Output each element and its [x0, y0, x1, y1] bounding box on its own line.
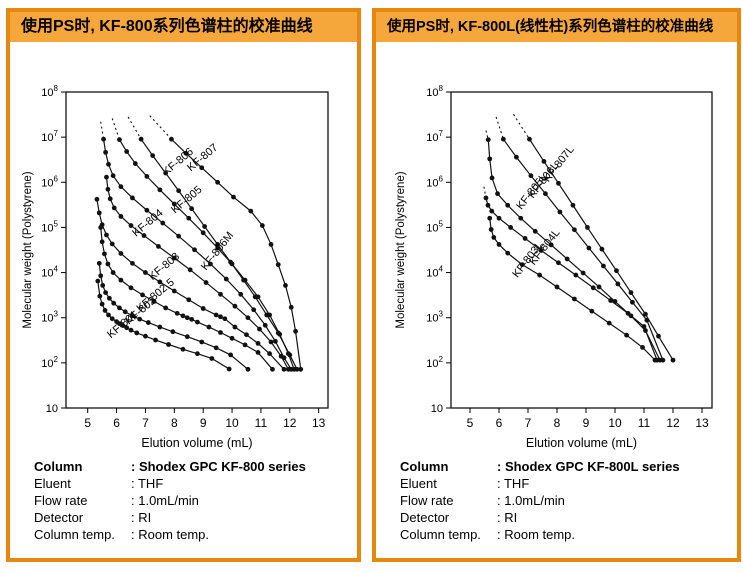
svg-text:7: 7: [525, 416, 532, 430]
svg-text:10: 10: [431, 403, 443, 415]
condition-label: Flow rate: [400, 493, 454, 508]
svg-text:8: 8: [554, 416, 561, 430]
svg-text:103: 103: [426, 310, 443, 325]
condition-label: Flow rate: [34, 493, 88, 508]
conditions-table-kf800: Column : Shodex GPC KF-800 series Eluent:…: [34, 458, 357, 543]
svg-text:106: 106: [426, 174, 443, 189]
svg-text:12: 12: [283, 416, 297, 430]
svg-text:KF-801: KF-801: [105, 309, 140, 341]
svg-text:105: 105: [426, 219, 443, 234]
condition-row: Flow rate : 1.0mL/min: [34, 492, 357, 509]
svg-text:KF-803: KF-803: [147, 251, 182, 283]
svg-text:10: 10: [608, 416, 622, 430]
svg-text:11: 11: [255, 416, 268, 430]
condition-label: Column: [400, 459, 449, 474]
svg-text:5: 5: [467, 416, 474, 430]
condition-label: Column: [34, 459, 83, 474]
panel-kf800: 使用PS时, KF-800系列色谱柱的校准曲线 10 102 103 104 105 10…: [6, 8, 361, 562]
condition-row: Flow rate : 1.0mL/min: [400, 492, 737, 509]
condition-label: Eluent: [400, 476, 437, 491]
svg-text:107: 107: [426, 129, 443, 144]
svg-text:107: 107: [41, 129, 58, 144]
condition-row: Column temp. : Room temp.: [34, 526, 357, 543]
svg-text:KF-805: KF-805: [169, 184, 204, 216]
svg-text:Molecular weight (Polystyrene): Molecular weight (Polystyrene): [395, 171, 407, 328]
panel-title-kf800l: 使用PS时, KF-800L(线性柱)系列色谱柱的校准曲线: [376, 12, 737, 42]
svg-text:105: 105: [41, 219, 58, 234]
condition-row: Column : Shodex GPC KF-800 series: [34, 458, 357, 475]
svg-text:10: 10: [46, 403, 58, 415]
condition-row: Column temp. : Room temp.: [400, 526, 737, 543]
svg-text:5: 5: [84, 416, 91, 430]
condition-value: : THF: [131, 476, 164, 491]
svg-text:KF-806M: KF-806M: [199, 230, 236, 273]
condition-row: Column : Shodex GPC KF-800L series: [400, 458, 737, 475]
svg-text:102: 102: [426, 355, 443, 370]
svg-text:102: 102: [41, 355, 58, 370]
svg-text:13: 13: [312, 416, 326, 430]
svg-text:104: 104: [41, 265, 58, 280]
svg-text:8: 8: [171, 416, 178, 430]
svg-text:Elution volume (mL): Elution volume (mL): [526, 436, 637, 450]
svg-text:106: 106: [41, 174, 58, 189]
condition-value: : RI: [131, 510, 152, 525]
condition-row: Detector : RI: [34, 509, 357, 526]
svg-text:11: 11: [638, 416, 651, 430]
condition-value: : Shodex GPC KF-800L series: [497, 459, 680, 474]
condition-label: Detector: [400, 510, 450, 525]
svg-text:108: 108: [426, 84, 443, 99]
svg-text:12: 12: [666, 416, 680, 430]
condition-value: : 1.0mL/min: [497, 493, 565, 508]
condition-value: : Room temp.: [131, 527, 210, 542]
svg-text:13: 13: [695, 416, 709, 430]
svg-text:10: 10: [225, 416, 239, 430]
svg-text:108: 108: [41, 84, 58, 99]
svg-text:103: 103: [41, 310, 58, 325]
condition-value: : THF: [497, 476, 530, 491]
svg-text:104: 104: [426, 265, 443, 280]
svg-text:7: 7: [142, 416, 149, 430]
calibration-chart-kf800: 10 102 103 104 105 106 107 108 5 6 7 8 9 10 11 12 13 Elut…: [22, 84, 329, 450]
condition-value: : Shodex GPC KF-800 series: [131, 459, 306, 474]
condition-row: Detector : RI: [400, 509, 737, 526]
condition-row: Eluent : THF: [400, 475, 737, 492]
condition-value: : RI: [497, 510, 518, 525]
svg-text:Molecular weight (Polystyrene): Molecular weight (Polystyrene): [22, 171, 34, 328]
svg-text:9: 9: [583, 416, 590, 430]
condition-label: Eluent: [34, 476, 71, 491]
panel-kf800l: 使用PS时, KF-800L(线性柱)系列色谱柱的校准曲线 10 102 103 10…: [372, 8, 741, 562]
svg-text:6: 6: [113, 416, 120, 430]
condition-value: : 1.0mL/min: [131, 493, 199, 508]
condition-label: Detector: [34, 510, 84, 525]
conditions-table-kf800l: Column : Shodex GPC KF-800L series Eluent…: [400, 458, 737, 543]
condition-row: Eluent : THF: [34, 475, 357, 492]
calibration-chart-kf800l: 10 102 103 104 105 106 107 108 5 6 7 8 9 10 11 12 13 Elut…: [395, 84, 713, 450]
condition-value: : Room temp.: [497, 527, 576, 542]
condition-label: Column temp.: [400, 527, 481, 542]
svg-text:6: 6: [496, 416, 503, 430]
condition-label: Column temp.: [34, 527, 115, 542]
panel-title-kf800: 使用PS时, KF-800系列色谱柱的校准曲线: [10, 12, 357, 42]
svg-text:9: 9: [200, 416, 207, 430]
svg-text:Elution volume (mL): Elution volume (mL): [141, 436, 252, 450]
